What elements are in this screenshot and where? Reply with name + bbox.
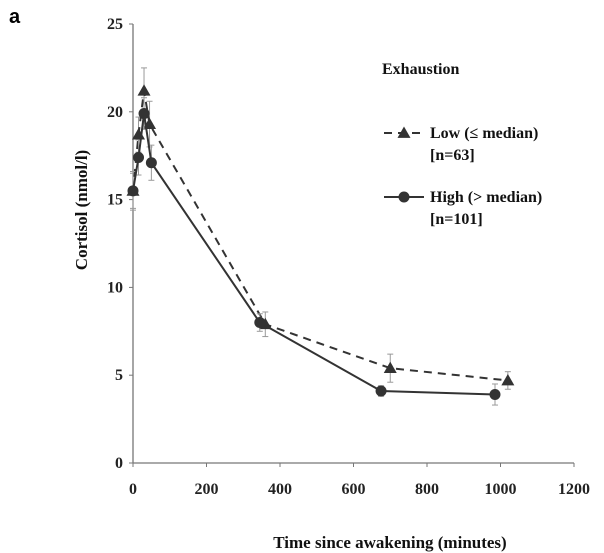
x-tick-label: 800 — [415, 481, 439, 498]
legend: Exhaustion Low (≤ median) [n=63] High (> me… — [382, 61, 542, 228]
series-high — [127, 97, 501, 406]
y-tick-label: 0 — [115, 455, 123, 472]
axes — [129, 23, 575, 467]
y-tick-label: 5 — [115, 367, 123, 384]
x-tick-label: 0 — [129, 481, 137, 498]
y-tick-label: 25 — [107, 16, 123, 33]
x-tick-label: 1200 — [558, 481, 590, 498]
legend-marker-high — [398, 191, 410, 203]
series-layer — [126, 67, 515, 406]
x-tick-label: 200 — [195, 481, 219, 498]
legend-label-high: High (> median) — [430, 189, 542, 206]
legend-count-high: [n=101] — [430, 211, 483, 228]
x-tick-label: 1000 — [485, 481, 517, 498]
legend-title: Exhaustion — [382, 61, 459, 78]
x-tick-label: 400 — [268, 481, 292, 498]
data-point-high — [254, 317, 266, 329]
data-point-low — [137, 84, 151, 96]
y-tick-label: 15 — [107, 192, 123, 209]
data-point-high — [375, 385, 387, 397]
data-point-high — [145, 157, 157, 169]
y-tick-label: 10 — [107, 279, 123, 296]
y-axis-title: Cortisol (nmol/l) — [72, 150, 91, 270]
y-tick-label: 20 — [107, 104, 123, 121]
series-low — [126, 67, 515, 390]
data-point-low — [501, 373, 515, 386]
legend-marker-low — [397, 126, 411, 138]
panel-label: a — [9, 6, 21, 28]
data-point-high — [133, 151, 145, 163]
tick-labels: 0 5 10 15 20 25 0 200 400 600 800 1000 1200 — [107, 16, 590, 498]
legend-count-low: [n=63] — [430, 147, 475, 164]
data-point-high — [489, 389, 501, 401]
legend-label-low: Low (≤ median) — [430, 125, 538, 142]
data-point-high — [127, 185, 139, 197]
data-point-low — [383, 361, 397, 374]
x-axis-title: Time since awakening (minutes) — [273, 533, 506, 552]
data-point-high — [138, 108, 150, 120]
x-tick-label: 600 — [342, 481, 366, 498]
